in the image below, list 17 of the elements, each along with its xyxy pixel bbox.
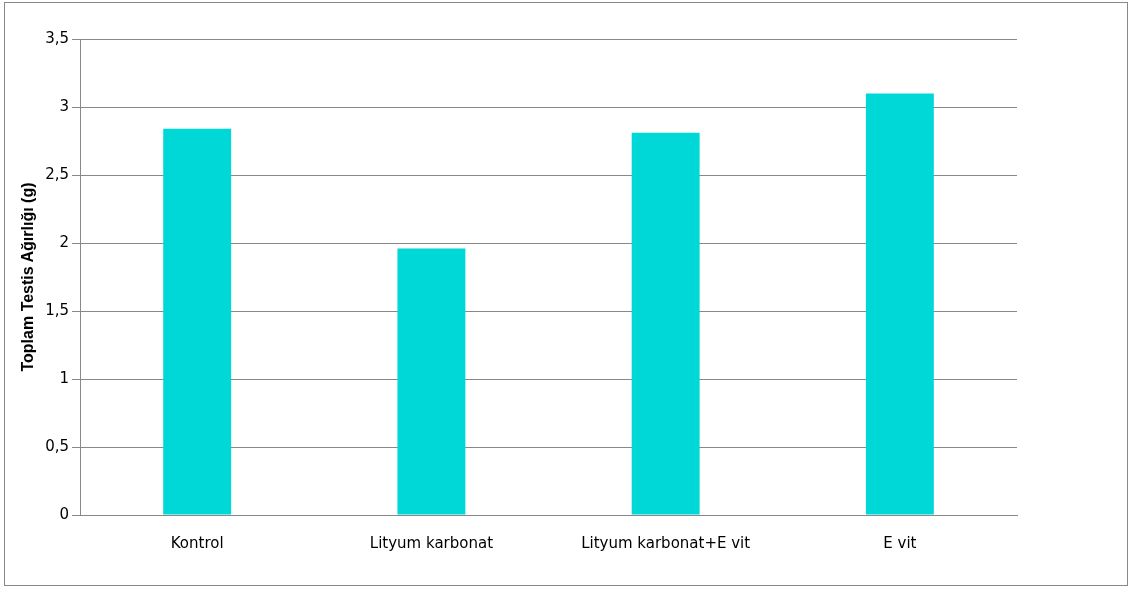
- y-tick-label: 2,5: [45, 164, 70, 183]
- bar: [163, 128, 232, 515]
- y-axis-title: Toplam Testis Ağırlığı (g): [19, 182, 37, 372]
- x-tick-label: E vit: [883, 533, 917, 552]
- x-tick-label: Kontrol: [170, 533, 224, 552]
- y-tick-label: 2: [59, 232, 70, 251]
- bar: [865, 93, 934, 515]
- bar: [631, 132, 700, 515]
- y-tick-label: 3,5: [45, 28, 70, 47]
- x-tick-label: Lityum karbonat: [369, 533, 494, 552]
- x-tick-label: Lityum karbonat+E vit: [581, 533, 751, 552]
- y-tick-label: 0,5: [45, 436, 70, 455]
- y-tick-label: 1: [59, 368, 70, 387]
- bar: [397, 248, 466, 515]
- y-tick-label: 1,5: [45, 300, 70, 319]
- y-tick-label: 3: [59, 96, 70, 115]
- y-tick-label: 0: [59, 504, 70, 523]
